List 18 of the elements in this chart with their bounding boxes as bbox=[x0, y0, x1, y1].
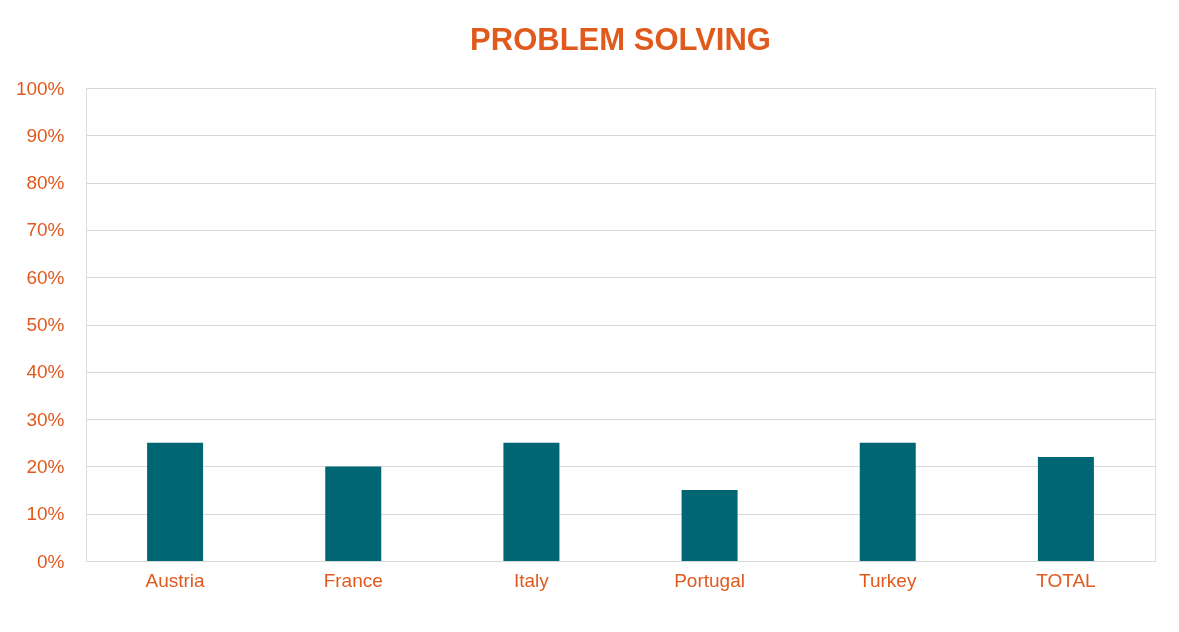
x-tick-label: TOTAL bbox=[1036, 569, 1096, 591]
x-tick-label: Turkey bbox=[859, 569, 917, 591]
x-tick-label: Portugal bbox=[674, 569, 745, 591]
x-tick-label: Italy bbox=[513, 569, 550, 591]
y-tick-label: 80% bbox=[26, 172, 65, 194]
y-tick-label: 30% bbox=[26, 408, 65, 430]
y-tick-label: 90% bbox=[26, 124, 65, 146]
y-tick-label: 60% bbox=[26, 266, 65, 288]
y-tick-label: 40% bbox=[26, 361, 65, 383]
x-tick-label: France bbox=[323, 569, 383, 591]
y-tick-label: 50% bbox=[26, 314, 65, 335]
y-tick-label: 0% bbox=[37, 550, 65, 572]
x-tick-label: Austria bbox=[145, 569, 206, 591]
y-tick-label: 70% bbox=[26, 219, 65, 241]
y-tick-label: 100% bbox=[15, 77, 65, 99]
chart-title: PROBLEM SOLVING bbox=[470, 22, 771, 57]
y-tick-label: 20% bbox=[26, 455, 65, 477]
y-tick-label: 10% bbox=[26, 503, 65, 525]
